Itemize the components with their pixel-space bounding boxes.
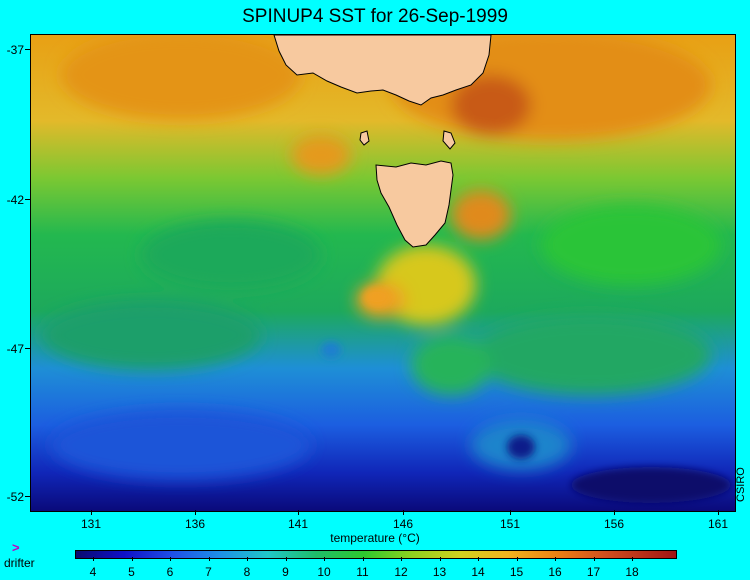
king-island-land xyxy=(359,130,370,146)
lon-tick-label: 146 xyxy=(392,517,414,531)
colorbar-tick-label: 18 xyxy=(625,565,639,579)
map-title: SPINUP4 SST for 26-Sep-1999 xyxy=(242,6,508,27)
lat-tick-label: -47 xyxy=(6,342,24,356)
lat-tick-label: -37 xyxy=(6,43,24,57)
colorbar-tick-mark xyxy=(362,557,364,561)
colorbar-tick-mark xyxy=(93,557,94,561)
colorbar-tick-mark xyxy=(516,557,518,561)
colorbar-tick-label: 5 xyxy=(128,565,135,579)
colorbar-tick-label: 4 xyxy=(89,565,97,579)
lon-tick-mark xyxy=(403,510,404,515)
lat-tick-mark xyxy=(25,496,30,497)
drifter-marker-icon: > xyxy=(12,540,20,555)
lat-tick-label: -42 xyxy=(6,193,24,207)
drifter-legend-label: drifter xyxy=(4,556,35,570)
colorbar-tick-label: 14 xyxy=(471,565,485,579)
lon-tick-label: 156 xyxy=(603,517,625,531)
lon-tick-label: 151 xyxy=(499,517,521,531)
lon-tick-label: 161 xyxy=(707,517,729,531)
colorbar-tick-label: 17 xyxy=(586,565,601,579)
colorbar-tick-mark xyxy=(593,557,595,561)
lon-tick-label: 141 xyxy=(287,517,309,531)
colorbar-tick-mark xyxy=(131,557,133,561)
lon-tick-mark xyxy=(298,510,299,515)
lat-tick-label: -52 xyxy=(6,490,24,504)
colorbar-tick-label: 13 xyxy=(432,565,447,579)
colorbar-tick-label: 16 xyxy=(548,565,562,579)
colorbar-tick-label: 15 xyxy=(509,565,524,579)
colorbar-tick-mark xyxy=(632,557,633,561)
colorbar-tick-label: 12 xyxy=(394,565,408,579)
colorbar-tick-mark xyxy=(285,557,287,561)
tasmania-land xyxy=(375,160,454,248)
colorbar-tick-mark xyxy=(555,557,556,561)
colorbar-tick-mark xyxy=(170,557,171,561)
lon-tick-label: 136 xyxy=(184,517,206,531)
temperature-colorbar xyxy=(75,550,677,559)
lon-tick-label: 131 xyxy=(80,517,102,531)
colorbar-tick-mark xyxy=(324,557,325,561)
lat-tick-mark xyxy=(25,348,30,349)
colorbar-label: temperature (°C) xyxy=(330,531,420,545)
flinders-island-land xyxy=(442,130,456,150)
lon-tick-mark xyxy=(195,510,196,515)
colorbar-tick-label: 11 xyxy=(356,565,369,579)
australia-mainland-land xyxy=(273,35,492,106)
credit-label: CSIRO xyxy=(735,467,747,502)
colorbar-tick-label: 8 xyxy=(243,565,251,579)
colorbar-tick-label: 9 xyxy=(282,565,289,579)
lon-tick-mark xyxy=(614,510,615,515)
credit-box: CSIRO xyxy=(734,458,748,502)
colorbar-tick-mark xyxy=(247,557,248,561)
lon-tick-mark xyxy=(718,510,719,515)
colorbar-tick-mark xyxy=(208,557,210,561)
colorbar-tick-label: 10 xyxy=(317,565,331,579)
colorbar-tick-label: 7 xyxy=(205,565,212,579)
lon-tick-mark xyxy=(91,510,92,515)
land-polygons xyxy=(273,35,492,248)
sst-map xyxy=(30,34,736,512)
colorbar-tick-mark xyxy=(401,557,402,561)
lat-tick-mark xyxy=(25,199,30,200)
lon-tick-mark xyxy=(510,510,511,515)
lat-tick-mark xyxy=(25,49,30,50)
colorbar-tick-label: 6 xyxy=(166,565,174,579)
colorbar-tick-mark xyxy=(439,557,441,561)
colorbar-tick-mark xyxy=(478,557,479,561)
